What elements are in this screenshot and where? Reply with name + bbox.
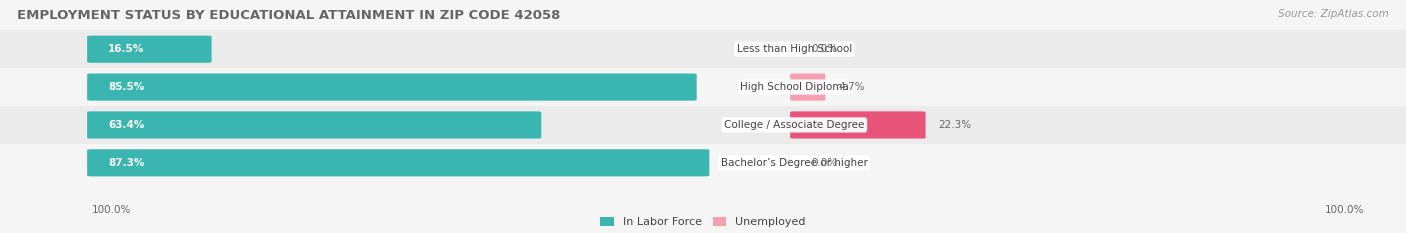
Legend: In Labor Force, Unemployed: In Labor Force, Unemployed (600, 217, 806, 227)
Text: 16.5%: 16.5% (108, 44, 145, 54)
Bar (0, 106, 1406, 144)
Text: 22.3%: 22.3% (938, 120, 972, 130)
Bar (0, 68, 1406, 106)
FancyBboxPatch shape (87, 149, 709, 176)
Text: 4.7%: 4.7% (838, 82, 865, 92)
Text: 100.0%: 100.0% (91, 205, 131, 215)
Text: Source: ZipAtlas.com: Source: ZipAtlas.com (1278, 9, 1389, 19)
Text: Bachelor’s Degree or higher: Bachelor’s Degree or higher (721, 158, 868, 168)
Text: EMPLOYMENT STATUS BY EDUCATIONAL ATTAINMENT IN ZIP CODE 42058: EMPLOYMENT STATUS BY EDUCATIONAL ATTAINM… (17, 9, 560, 22)
Text: 85.5%: 85.5% (108, 82, 145, 92)
Bar (0, 144, 1406, 182)
Text: 100.0%: 100.0% (1324, 205, 1364, 215)
Text: College / Associate Degree: College / Associate Degree (724, 120, 865, 130)
Text: 63.4%: 63.4% (108, 120, 145, 130)
Bar (0, 30, 1406, 68)
Text: High School Diploma: High School Diploma (740, 82, 849, 92)
Text: 0.0%: 0.0% (811, 44, 838, 54)
FancyBboxPatch shape (790, 111, 925, 138)
FancyBboxPatch shape (87, 36, 211, 63)
Text: 87.3%: 87.3% (108, 158, 145, 168)
FancyBboxPatch shape (87, 74, 696, 101)
FancyBboxPatch shape (790, 74, 825, 101)
Text: Less than High School: Less than High School (737, 44, 852, 54)
Text: 0.0%: 0.0% (811, 158, 838, 168)
FancyBboxPatch shape (87, 111, 541, 138)
